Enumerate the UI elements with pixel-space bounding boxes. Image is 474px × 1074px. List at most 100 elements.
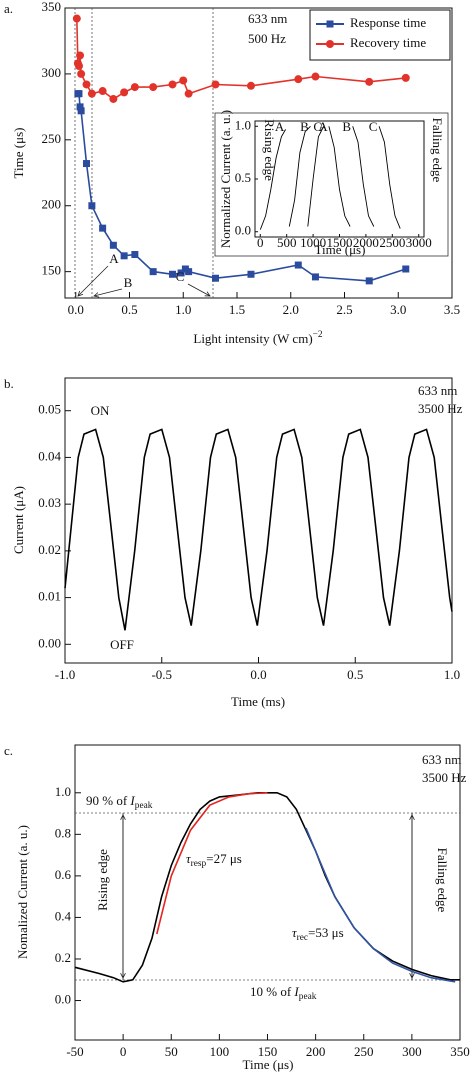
point [131,251,139,258]
legend-marker [326,40,334,48]
legend-label: Recovery time [350,35,426,50]
legend-box [309,9,451,61]
annotation-part: I [129,793,135,808]
y-axis-label: Nomalized Current (a. u.) [15,825,30,959]
x-tick-label: 3.0 [390,302,406,317]
x-tick-label: 350 [450,1044,470,1059]
x-tick-label: 300 [402,1044,422,1059]
y-tick-label: 1.0 [235,117,251,132]
annotation: C [176,269,185,284]
point [185,268,193,276]
point [120,88,129,97]
legend-marker [326,20,334,28]
point [184,89,193,98]
point [212,274,219,282]
y-tick-label: 0.6 [55,867,72,882]
point [109,241,117,249]
x-tick-label: 2.0 [283,302,299,317]
x-axis-label-part: −2 [313,330,323,340]
point [247,270,255,278]
annotation-part: τ [186,851,192,866]
panel-label: c. [4,743,13,758]
annotation: OFF [110,637,134,652]
point [98,87,107,96]
y-tick-label: 0.2 [55,950,71,965]
point [77,107,85,115]
x-tick-label: 3.5 [444,302,460,317]
point [87,89,96,98]
annotation-part: peak [299,992,317,1002]
annotation: 10 % of Ipeak [250,984,317,1002]
panel-label: b. [4,376,14,391]
annotation-part: resp [191,859,207,869]
y-tick-label: 0.04 [38,448,61,463]
series-line [156,792,268,935]
x-tick-label: 0.5 [347,667,363,682]
x-axis-label: Time (ms) [231,694,285,709]
panel-label: a. [4,1,13,16]
point [149,268,157,276]
x-tick-label: 0.0 [68,302,84,317]
annotation: 3500 Hz [422,770,467,785]
annotation: 3500 Hz [418,401,463,416]
annotation-part: 90 % of [86,793,130,808]
legend-label: Response time [350,15,426,30]
x-tick-label: 0 [120,1044,127,1059]
x-tick-label: 3000 [406,235,432,250]
series-line [259,129,286,230]
point [130,83,139,92]
arrow [78,265,109,296]
annotation: τrec=53 μs [292,925,344,943]
x-tick-label: -50 [66,1044,83,1059]
x-tick-label: 2500 [379,235,405,250]
annotation: Falling edge [430,118,445,183]
y-tick-label: 0.8 [55,825,71,840]
x-tick-label: -1.0 [55,667,76,682]
y-tick-label: 250 [42,131,62,146]
curve-label: B [342,119,351,134]
series-line [352,126,375,227]
annotation: Falling edge [435,848,450,913]
series-line [305,827,456,983]
point [82,80,91,89]
point [149,83,158,92]
annotation: τresp=27 μs [186,851,242,869]
point [169,270,176,278]
annotation: 633 nm [422,752,461,767]
x-tick-label: 200 [306,1044,326,1059]
y-tick-label: 0.5 [235,170,251,185]
y-tick-label: 0.03 [38,495,61,510]
annotation: B [124,275,133,290]
annotation-part: I [293,984,299,999]
series-line [64,428,453,631]
series-line [378,126,401,229]
point [402,265,410,273]
x-axis-label: Time (μs) [243,1057,294,1072]
curve-label: C [313,119,322,134]
y-tick-label: 200 [42,197,62,212]
annotation: 500 Hz [248,31,286,46]
x-tick-label: 0.5 [121,302,137,317]
x-tick-label: 50 [165,1044,178,1059]
x-tick-label: 150 [258,1044,278,1059]
annotation: Rising edge [95,849,110,911]
annotation: ON [91,403,110,418]
y-tick-label: 0.01 [38,589,61,604]
point [99,224,107,232]
arrow [187,283,210,296]
y-tick-label: 0.00 [38,635,61,650]
x-axis-label: Time (μs) [315,242,366,257]
x-tick-label: 2000 [353,235,379,250]
y-tick-label: 350 [42,0,62,14]
y-tick-label: 0.0 [55,992,71,1007]
point [179,76,188,85]
plot-frame [64,7,453,299]
arrow [94,288,123,296]
x-tick-label: 1.0 [444,667,460,682]
curve-label: C [369,119,378,134]
point [74,62,83,70]
x-axis-label-part: Light intensity (W cm [193,331,308,346]
y-tick-label: 0.4 [55,908,72,923]
annotation-part: τ [292,925,298,940]
